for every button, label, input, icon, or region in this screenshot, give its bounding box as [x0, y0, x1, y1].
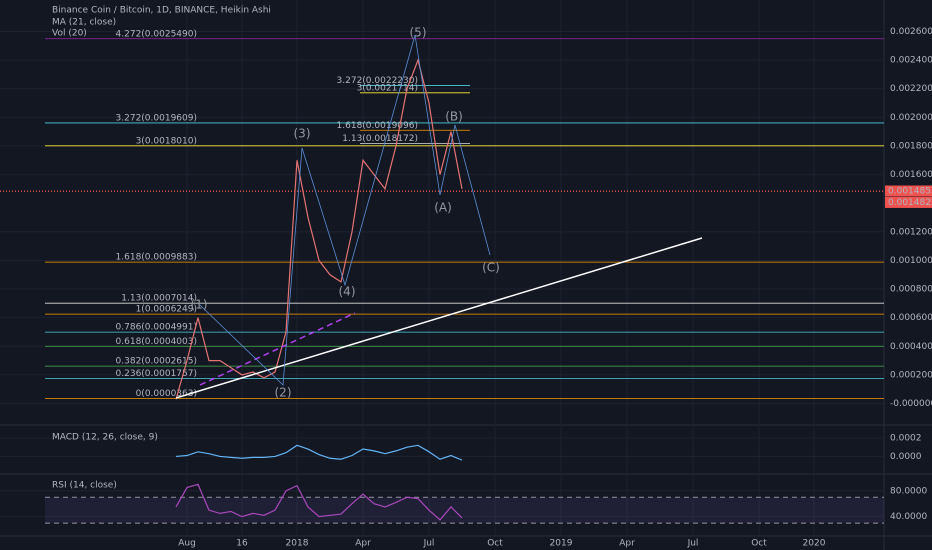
fib-label: 1.618(0.0009883): [116, 253, 197, 263]
fib-label: 1.13(0.0018172): [342, 134, 418, 144]
x-tick-label: Oct: [751, 539, 767, 549]
price-line: [175, 444, 463, 461]
price-line: [175, 483, 463, 521]
x-tick-label: Aug: [178, 539, 196, 549]
y-tick-label: -0.0000000: [890, 399, 932, 409]
price-tag-label: 0.0014853: [888, 186, 932, 196]
x-tick-label: Apr: [619, 539, 635, 549]
fib-label: 3.272(0.0019609): [116, 113, 197, 123]
price-tag: [885, 196, 932, 208]
indicator-label: MA (21, close): [52, 18, 116, 28]
price-tag: [885, 185, 932, 197]
fib-label: 3(0.0018010): [136, 136, 197, 146]
fib-label: 4.272(0.0025490): [116, 29, 197, 39]
fib-label: 1(0.0006249): [136, 305, 197, 315]
x-tick-label: Jul: [423, 539, 435, 549]
x-tick-label: Apr: [355, 539, 371, 549]
wave-label: (B): [445, 110, 463, 124]
wave-label: (A): [434, 201, 452, 215]
wave-path: [199, 34, 491, 386]
pane-title: RSI (14, close): [52, 481, 117, 491]
x-tick-label: 2018: [286, 539, 309, 549]
fib-label: 0.618(0.0004003): [116, 337, 197, 347]
trend-line: [175, 237, 703, 399]
wave-label: (C): [482, 261, 500, 275]
fib-label: 3.272(0.0022230): [337, 76, 418, 86]
wave-label: (4): [339, 285, 356, 299]
fib-label: 0(0.0000363): [136, 389, 197, 399]
y-tick-label: 80.0000: [890, 486, 927, 496]
fib-label: 1.13(0.0007014): [121, 294, 197, 304]
x-tick-label: 16: [236, 539, 248, 549]
fib-label: 0.236(0.0001757): [116, 369, 197, 379]
fib-label: 1.618(0.0019096): [337, 121, 418, 131]
fib-label: 3(0.0021714): [357, 83, 418, 93]
wave-label: (1): [191, 298, 208, 312]
y-tick-label: 40.0000: [890, 512, 927, 522]
dashed-trend: [199, 312, 356, 386]
x-tick-label: 2020: [803, 539, 826, 549]
indicator-label: Vol (20): [52, 29, 87, 39]
band-fill: [45, 497, 884, 524]
y-tick-label: 0.0002000: [890, 370, 932, 380]
price-tag-label: 0.0014822: [888, 198, 932, 208]
price-line: [175, 58, 463, 400]
y-tick-label: 0.0000: [890, 452, 922, 462]
wave-label: (5): [410, 26, 427, 40]
fib-label: 0.786(0.0004991): [116, 323, 197, 333]
x-tick-label: Jul: [687, 539, 699, 549]
y-tick-label: 0.0002: [890, 433, 922, 443]
chart-title: Binance Coin / Bitcoin, 1D, BINANCE, Hei…: [52, 6, 271, 16]
pane-title: MACD (12, 26, close, 9): [52, 433, 158, 443]
x-tick-label: Oct: [487, 539, 503, 549]
fib-label: 0.382(0.0002615): [116, 357, 197, 367]
x-tick-label: 2019: [550, 539, 573, 549]
wave-label: (2): [275, 386, 292, 400]
wave-label: (3): [294, 127, 311, 141]
